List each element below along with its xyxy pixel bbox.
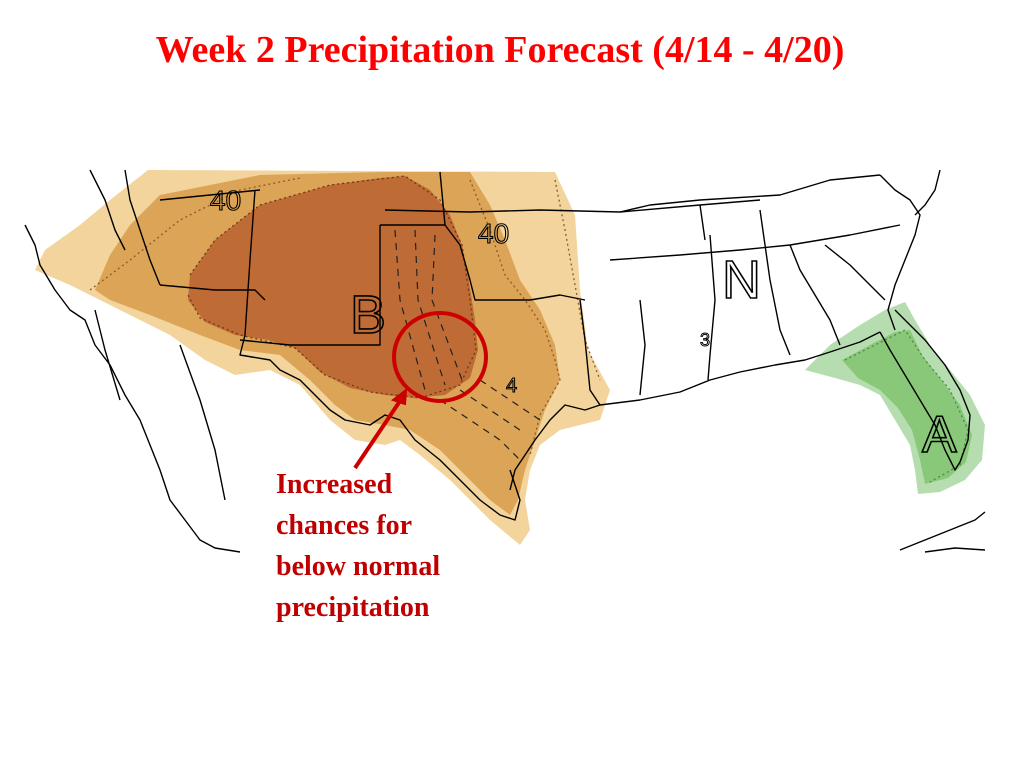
contour-line-east xyxy=(554,179,601,381)
below-normal-strong-area xyxy=(188,176,478,398)
callout-line-3: below normal xyxy=(276,551,441,582)
normal-label: N xyxy=(722,250,761,310)
below-normal-label: B xyxy=(350,285,386,345)
slide-title: Week 2 Precipitation Forecast (4/14 - 4/… xyxy=(155,29,845,71)
dashed-lines xyxy=(394,229,541,461)
contour-label-west-40: 40 xyxy=(210,185,241,216)
contour-line-outer xyxy=(89,177,301,291)
contour-label-central-40: 40 xyxy=(478,218,509,249)
callout-text: Increased chances for below normal preci… xyxy=(276,464,536,628)
contour-label-louisiana-3: 3 xyxy=(700,330,710,350)
contour-label-texas-4: 4 xyxy=(506,375,517,397)
highlight-circle xyxy=(392,311,488,403)
state-boundaries xyxy=(24,169,986,553)
callout-arrow-head xyxy=(390,387,408,406)
callout-line-4: precipitation xyxy=(276,592,430,623)
callout-arrow-line xyxy=(353,396,404,470)
above-normal-medium-area xyxy=(842,330,972,484)
callout-line-1: Increased xyxy=(276,469,393,500)
above-normal-label: A xyxy=(922,406,957,464)
callout-line-2: chances for xyxy=(276,510,413,541)
